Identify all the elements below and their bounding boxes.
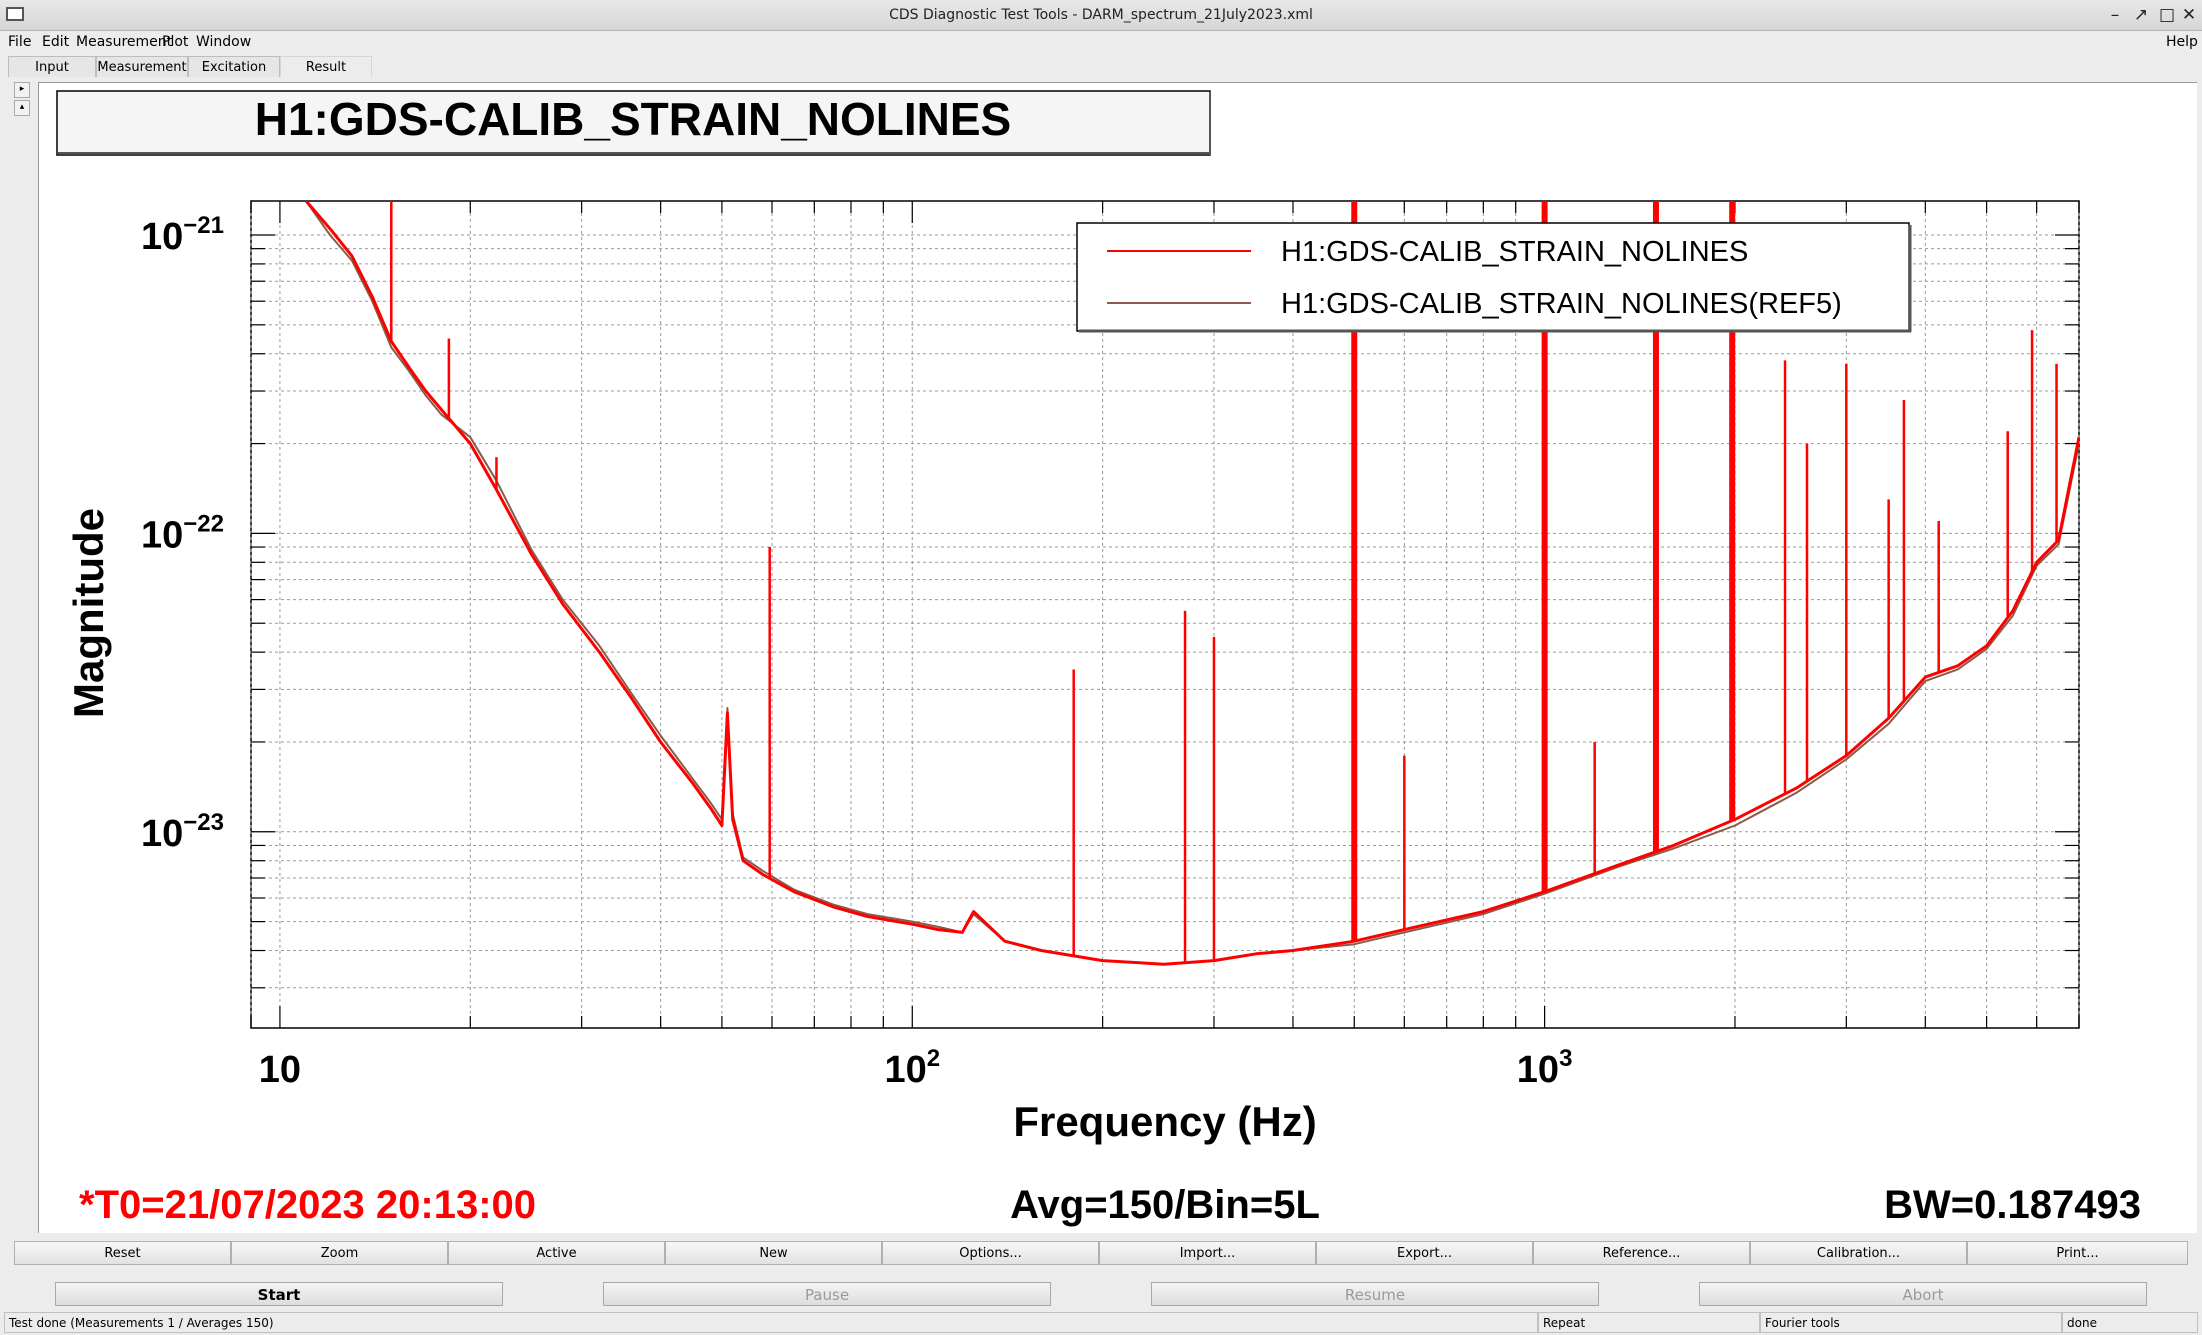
x-tick-label: 102: [884, 1045, 940, 1091]
options-button[interactable]: Options...: [882, 1241, 1099, 1265]
print-button[interactable]: Print...: [1967, 1241, 2188, 1265]
abort-button[interactable]: Abort: [1699, 1282, 2147, 1306]
y-axis-label: Magnitude: [65, 508, 112, 718]
tab-excitation[interactable]: Excitation: [188, 56, 280, 77]
y-tick-labels: 10−21 10−22 10−23: [141, 212, 224, 855]
tab-result[interactable]: Result: [280, 56, 372, 77]
x-tick-label: 10: [259, 1049, 301, 1091]
y-tick-label: 10−21: [141, 212, 224, 258]
restore-icon[interactable]: ↗: [2133, 5, 2149, 25]
app-window-icon: [6, 7, 24, 21]
axis-ticks: [250, 201, 2080, 1028]
bandwidth-info: BW=0.187493: [1884, 1183, 2141, 1227]
run-controls: Start Pause Resume Abort: [0, 1280, 2202, 1308]
expand-right-icon[interactable]: ▸: [14, 82, 30, 98]
menubar: File Edit Measurement Plot Window Help: [0, 31, 2202, 53]
active-button[interactable]: Active: [448, 1241, 665, 1265]
series-line-reference: [305, 201, 2079, 966]
calibration-button[interactable]: Calibration...: [1750, 1241, 1967, 1265]
plot-toolbar: Reset Zoom Active New Options... Import.…: [14, 1241, 2188, 1267]
zoom-button[interactable]: Zoom: [231, 1241, 448, 1265]
legend: H1:GDS-CALIB_STRAIN_NOLINES H1:GDS-CALIB…: [1076, 222, 1912, 333]
legend-label-trace: H1:GDS-CALIB_STRAIN_NOLINES: [1281, 236, 1748, 268]
average-bin-info: Avg=150/Bin=5L: [1010, 1183, 1320, 1227]
series-line-trace: [304, 201, 2079, 966]
window-titlebar[interactable]: CDS Diagnostic Test Tools - DARM_spectru…: [0, 0, 2202, 31]
import-button[interactable]: Import...: [1099, 1241, 1316, 1265]
tab-input[interactable]: Input: [8, 56, 96, 77]
new-button[interactable]: New: [665, 1241, 882, 1265]
export-button[interactable]: Export...: [1316, 1241, 1533, 1265]
minimize-icon[interactable]: –: [2110, 5, 2120, 25]
pad-scroll-controls: ▸ ▴: [14, 82, 30, 118]
menu-plot[interactable]: Plot: [162, 34, 189, 50]
plot-traces: [304, 201, 2079, 966]
menu-help[interactable]: Help: [2166, 34, 2198, 50]
menu-edit[interactable]: Edit: [42, 34, 70, 50]
x-tick-labels: 10 102 103: [259, 1045, 1573, 1091]
x-axis-label: Frequency (Hz): [1013, 1098, 1316, 1145]
plot-panel: H1:GDS-CALIB_STRAIN_NOLINES 10 102 103 10−…: [38, 82, 2197, 1233]
tab-bar: Input Measurement Excitation Result: [8, 56, 2194, 78]
window-title: CDS Diagnostic Test Tools - DARM_spectru…: [889, 7, 1313, 23]
spectrum-plot[interactable]: H1:GDS-CALIB_STRAIN_NOLINES 10 102 103 10−…: [39, 83, 2197, 1233]
menu-window[interactable]: Window: [196, 34, 252, 50]
expand-up-icon[interactable]: ▴: [14, 100, 30, 116]
channel-title-box: H1:GDS-CALIB_STRAIN_NOLINES: [56, 90, 1211, 156]
reset-button[interactable]: Reset: [14, 1241, 231, 1265]
maximize-icon[interactable]: □: [2158, 5, 2176, 25]
x-tick-label: 103: [1517, 1045, 1573, 1091]
t0-timestamp: *T0=21/07/2023 20:13:00: [79, 1183, 536, 1227]
status-fourier: Fourier tools: [1760, 1312, 2062, 1333]
menu-file[interactable]: File: [8, 34, 32, 50]
pause-button[interactable]: Pause: [603, 1282, 1051, 1306]
y-tick-label: 10−23: [141, 809, 224, 855]
legend-label-reference: H1:GDS-CALIB_STRAIN_NOLINES(REF5): [1281, 288, 1842, 320]
status-repeat: Repeat: [1538, 1312, 1760, 1333]
plot-frame: [250, 200, 2080, 1029]
tab-measurement[interactable]: Measurement: [96, 56, 188, 77]
resume-button[interactable]: Resume: [1151, 1282, 1599, 1306]
reference-button[interactable]: Reference...: [1533, 1241, 1750, 1265]
close-icon[interactable]: ✕: [2181, 5, 2197, 25]
status-state: done: [2062, 1312, 2198, 1333]
y-tick-label: 10−22: [141, 510, 224, 556]
menu-measurement[interactable]: Measurement: [76, 34, 173, 50]
status-message: Test done (Measurements 1 / Averages 150…: [4, 1312, 1538, 1333]
start-button[interactable]: Start: [55, 1282, 503, 1306]
channel-title: H1:GDS-CALIB_STRAIN_NOLINES: [255, 93, 1012, 145]
